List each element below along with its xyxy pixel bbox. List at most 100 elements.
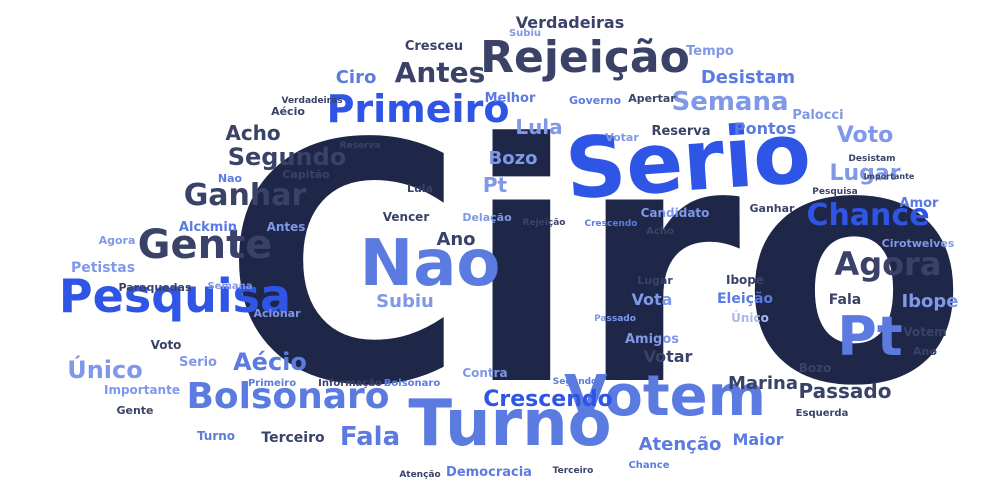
cloud-word: Ibope xyxy=(901,291,958,312)
cloud-word: Informação xyxy=(318,378,382,389)
cloud-word: Vencer xyxy=(383,210,430,224)
cloud-word: Acionar xyxy=(253,307,301,320)
cloud-word: Bolsonaro xyxy=(186,376,389,417)
cloud-word: Bolsonaro xyxy=(384,378,441,389)
cloud-word: Primeiro xyxy=(248,378,296,389)
cloud-word: Verdadeiras xyxy=(516,13,625,32)
cloud-word: Segundo xyxy=(553,377,597,387)
cloud-word: Primeiro xyxy=(327,87,510,131)
cloud-word: Tempo xyxy=(686,44,734,59)
cloud-word: Fala xyxy=(829,292,861,308)
cloud-word: Semana xyxy=(671,87,788,117)
cloud-word: Ano xyxy=(436,229,475,250)
cloud-word: Acho xyxy=(646,226,674,237)
cloud-word: Voto xyxy=(837,123,894,148)
cloud-word: Subiu xyxy=(376,291,434,312)
cloud-word: Chance xyxy=(806,198,929,233)
cloud-word: Contra xyxy=(462,366,507,380)
cloud-word: Amigos xyxy=(625,332,679,347)
cloud-word: Atenção xyxy=(399,470,440,480)
cloud-word: Vota xyxy=(632,290,673,309)
cloud-word: Eleição xyxy=(717,291,773,307)
cloud-word: Ganhar xyxy=(184,178,307,213)
cloud-word: Agora xyxy=(834,245,941,283)
cloud-word: Capitão xyxy=(282,168,330,181)
cloud-word: Lugar xyxy=(637,274,673,287)
cloud-word: Verdadeiras xyxy=(281,96,342,106)
cloud-word: Terceiro xyxy=(553,466,594,476)
cloud-word: Agora xyxy=(99,234,136,247)
cloud-word: Aécio xyxy=(233,348,307,376)
cloud-word: Ibope xyxy=(726,273,764,287)
cloud-word: Fala xyxy=(340,422,400,452)
cloud-word: Pesquisa xyxy=(59,269,291,323)
cloud-word: Antes xyxy=(267,220,306,234)
cloud-word: Aécio xyxy=(271,105,305,118)
cloud-word: Reserva xyxy=(340,141,381,151)
cloud-word: Pontos xyxy=(734,119,796,138)
cloud-word: Único xyxy=(731,310,769,325)
cloud-word: Importante xyxy=(864,172,915,181)
cloud-word: Lugar xyxy=(829,161,900,186)
cloud-word: Bozo xyxy=(799,361,832,375)
cloud-word: Crescendo xyxy=(585,219,638,229)
cloud-word: Pt xyxy=(483,173,508,197)
cloud-word: Voto xyxy=(151,338,182,352)
cloud-word: Único xyxy=(67,354,143,384)
cloud-word: Votem xyxy=(903,325,946,339)
cloud-word: Cirotwelves xyxy=(882,237,955,250)
cloud-word: Governo xyxy=(569,94,621,107)
cloud-word: Lula xyxy=(407,182,433,195)
cloud-word: Antes xyxy=(395,56,486,89)
cloud-word: Chance xyxy=(628,460,669,471)
cloud-word: Segundo xyxy=(228,143,347,171)
cloud-word: Votem xyxy=(564,364,766,429)
cloud-word: Importante xyxy=(104,383,180,397)
cloud-word: Cresceu xyxy=(405,39,463,54)
cloud-word: Reserva xyxy=(651,124,710,139)
cloud-word: Desistam xyxy=(701,67,795,88)
cloud-word: Passado xyxy=(594,314,636,324)
cloud-word: Nao xyxy=(360,227,501,301)
cloud-word: Alckmin xyxy=(179,220,237,235)
cloud-word: Palocci xyxy=(792,108,843,123)
cloud-word: Pesquisa xyxy=(812,187,857,197)
cloud-word: Gente xyxy=(138,222,273,268)
cloud-word: Apertar xyxy=(628,92,676,105)
cloud-word: Votar xyxy=(644,347,693,366)
cloud-word: Votar xyxy=(605,131,639,144)
cloud-word: Delação xyxy=(462,211,512,224)
cloud-word: Amor xyxy=(900,196,940,211)
cloud-word: Turno xyxy=(197,429,235,443)
cloud-word: Semana xyxy=(207,281,252,292)
cloud-word: Esquerda xyxy=(796,408,849,419)
cloud-word: Pt xyxy=(837,305,902,368)
cloud-word: Crescendo xyxy=(483,387,613,412)
cloud-word: Subiu xyxy=(509,28,541,39)
cloud-word: Nao xyxy=(218,172,243,185)
cloud-word: Democracia xyxy=(446,465,532,480)
cloud-word: Marina xyxy=(728,373,798,394)
cloud-word: Terceiro xyxy=(261,430,325,446)
cloud-word: Ciro xyxy=(336,67,377,88)
cloud-word: Lula xyxy=(515,115,562,139)
cloud-word: Acho xyxy=(225,121,280,145)
cloud-word: Bozo xyxy=(489,148,538,169)
cloud-word: Desistam xyxy=(848,154,895,164)
cloud-word: Rejeição xyxy=(480,32,690,83)
cloud-word: Serio xyxy=(562,104,814,219)
cloud-word: Rejeição xyxy=(523,218,566,228)
cloud-word: Maior xyxy=(732,430,783,449)
cloud-word: Ano xyxy=(913,345,937,358)
cloud-word: Petistas xyxy=(71,260,135,276)
cloud-word: Paraquedas xyxy=(118,281,191,294)
cloud-word: Candidato xyxy=(641,206,710,220)
cloud-word: Serio xyxy=(179,355,217,370)
cloud-word: Turno xyxy=(408,387,611,461)
cloud-word: Atenção xyxy=(639,434,722,455)
cloud-word: Passado xyxy=(799,379,892,403)
cloud-word: Gente xyxy=(116,404,153,417)
cloud-word: Melhor xyxy=(485,91,536,106)
cloud-word: Ganhar xyxy=(750,202,796,215)
